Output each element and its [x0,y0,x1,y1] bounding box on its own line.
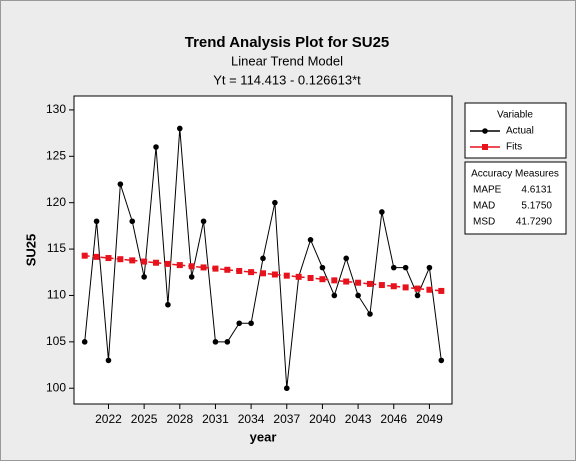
data-point [260,255,266,262]
accuracy-title: Accuracy Measures [471,169,559,180]
x-axis-label: year [250,429,277,444]
data-point [129,257,136,264]
data-point [117,256,124,263]
data-point [438,287,445,294]
data-point [355,279,362,286]
y-axis-label: SU25 [23,234,38,267]
accuracy-name: MAPE [473,185,502,196]
x-tick-label: 2022 [95,412,122,426]
x-tick-label: 2025 [131,412,158,426]
plot-area [73,95,453,405]
y-tick-label: 115 [47,241,66,255]
data-point [283,385,290,392]
legend-marker [482,128,488,134]
accuracy-value: 41.7290 [516,217,553,228]
y-tick-label: 100 [46,380,66,394]
data-point [438,357,445,364]
subtitle: Linear Trend Model [231,53,343,68]
data-point [260,270,266,277]
data-point [164,260,171,267]
data-point [426,264,433,271]
x-tick-label: 2031 [202,412,229,426]
data-point [343,255,350,262]
y-tick-label: 130 [46,102,66,116]
x-tick-label: 2028 [166,412,193,426]
data-point [367,311,373,317]
data-point [414,292,421,299]
data-point [319,276,326,283]
data-point [153,259,160,266]
data-point [283,272,290,279]
data-point [93,253,100,260]
legend-label: Fits [506,142,522,153]
accuracy-name: MAD [473,201,495,212]
x-tick-label: 2040 [309,412,336,426]
data-point [200,218,207,225]
x-tick-label: 2043 [345,412,372,426]
x-tick-label: 2037 [273,412,300,426]
data-point [81,252,88,259]
data-point [319,264,326,271]
accuracy-box [464,161,567,235]
data-point [390,283,397,290]
data-point [379,209,385,215]
data-point [271,271,278,278]
chart-title: Trend Analysis Plot for SU25 [185,34,390,51]
data-point [224,266,231,273]
data-point [248,320,254,327]
accuracy-value: 5.1750 [521,201,552,212]
data-point [343,278,350,285]
equation: Yt = 114.413 - 0.126613*t [213,72,361,87]
x-tick-label: 2049 [416,412,443,426]
data-point [378,282,385,289]
data-point [200,264,207,271]
data-point [307,275,314,282]
data-point [212,265,219,272]
legend-label: Actual [506,126,534,137]
data-point [402,284,409,291]
data-point [272,199,278,206]
data-point [105,255,112,262]
data-point [141,258,148,265]
data-point [141,274,147,280]
data-point [236,320,243,327]
data-point [81,339,88,345]
data-point [236,267,243,274]
y-tick-label: 125 [46,148,66,162]
data-point [188,274,195,280]
data-point [426,286,433,293]
data-point [307,236,314,243]
data-point [295,273,302,280]
accuracy-name: MSD [473,217,495,228]
legend-marker [482,144,488,150]
data-point [331,277,338,284]
data-point [224,339,231,345]
data-point [331,292,338,299]
data-point [165,301,171,308]
y-tick-label: 105 [46,334,66,348]
data-point [212,339,219,345]
accuracy-value: 4.6131 [521,185,552,196]
x-tick-label: 2046 [380,412,407,426]
legend-title: Variable [497,110,533,121]
data-point [176,262,183,269]
data-point [176,125,183,132]
data-point [188,263,195,270]
data-point [153,144,159,150]
data-point [117,181,124,187]
y-tick-label: 110 [47,288,66,302]
data-point [93,218,100,225]
data-point [366,280,373,287]
data-point [414,285,421,292]
data-point [248,269,255,276]
data-point [390,264,397,271]
data-point [105,357,112,364]
data-point [355,292,361,299]
data-point [129,218,136,225]
data-point [402,264,409,271]
x-tick-label: 2034 [238,412,265,426]
y-tick-label: 120 [46,195,66,209]
